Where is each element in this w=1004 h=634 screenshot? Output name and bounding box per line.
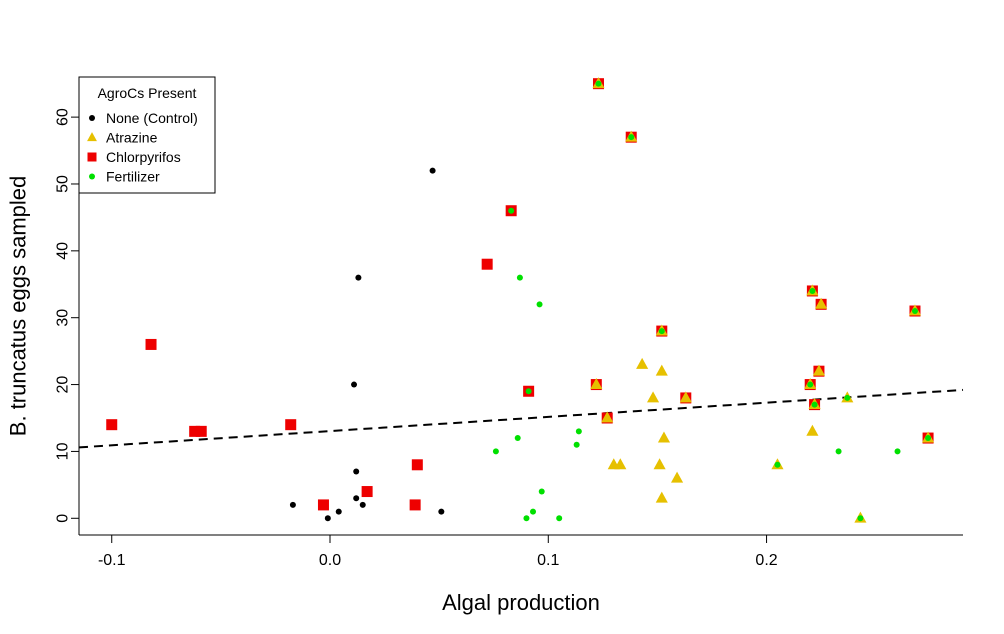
point-atrazine (655, 364, 668, 376)
series-atrazine (590, 77, 935, 523)
point-fertilizer (530, 508, 537, 515)
x-tick-label: 0.2 (755, 552, 777, 569)
point-atrazine (671, 471, 684, 483)
legend-marker-2 (87, 152, 97, 162)
point-fertilizer (573, 441, 580, 448)
y-axis-title: B. truncatus eggs sampled (6, 176, 31, 436)
point-fertilizer (538, 488, 545, 495)
point-fertilizer (516, 274, 523, 281)
series-none-control (289, 167, 445, 522)
legend-marker-3 (89, 173, 95, 180)
point-fertilizer (844, 394, 851, 401)
point-atrazine (653, 458, 666, 470)
legend-label: None (Control) (106, 110, 198, 126)
y-tick-label: 10 (55, 442, 72, 460)
point-atrazine (655, 491, 668, 503)
point-none-control (289, 501, 296, 508)
point-fertilizer (595, 80, 602, 87)
point-fertilizer (911, 308, 918, 315)
trend-line (78, 388, 964, 449)
legend-label: Atrazine (106, 130, 158, 146)
point-fertilizer (508, 207, 515, 214)
point-atrazine (815, 297, 828, 309)
legend-label: Fertilizer (106, 169, 160, 185)
point-fertilizer (525, 388, 532, 395)
point-chlorpyrifos (145, 338, 157, 350)
y-axis-ticks: 0 10 20 30 40 50 60 (55, 108, 79, 523)
x-tick-label: 0.1 (537, 552, 559, 569)
point-none-control (351, 381, 358, 388)
point-fertilizer (774, 461, 781, 468)
point-atrazine (647, 391, 660, 403)
x-axis-title: Algal production (442, 590, 600, 615)
point-fertilizer (807, 381, 814, 388)
y-tick-label: 20 (55, 376, 72, 394)
point-chlorpyrifos (411, 459, 423, 471)
legend-marker-1 (87, 132, 97, 142)
point-chlorpyrifos (361, 486, 373, 498)
point-chlorpyrifos (481, 258, 493, 270)
legend-title: AgroCs Present (98, 85, 197, 101)
point-fertilizer (857, 515, 864, 522)
point-fertilizer (523, 515, 530, 522)
point-atrazine (679, 391, 692, 403)
y-tick-label: 40 (55, 242, 72, 260)
data-points (106, 77, 935, 523)
point-fertilizer (575, 428, 582, 435)
point-atrazine (657, 431, 671, 443)
point-none-control (359, 501, 366, 508)
legend: AgroCs Present None (Control) Atrazine Chl… (78, 76, 216, 194)
point-none-control (353, 468, 360, 475)
point-none-control (335, 508, 342, 515)
legend-entries: None (Control) Atrazine Chlorpyrifos Fertil… (87, 110, 198, 185)
point-chlorpyrifos (285, 419, 297, 431)
x-tick-label: -0.1 (98, 552, 126, 569)
point-atrazine (812, 364, 825, 376)
point-none-control (438, 508, 445, 515)
y-tick-label: 60 (55, 108, 72, 126)
point-chlorpyrifos (195, 425, 207, 437)
legend-marker-0 (89, 115, 95, 121)
point-atrazine (636, 357, 649, 369)
point-chlorpyrifos (409, 499, 421, 511)
series-fertilizer (492, 80, 932, 522)
axes: -0.1 0.0 0.1 0.2 0 10 20 30 40 50 60 (55, 77, 963, 569)
point-none-control (353, 495, 360, 502)
point-fertilizer (809, 287, 816, 294)
point-none-control (429, 167, 436, 174)
point-fertilizer (556, 515, 563, 522)
point-fertilizer (894, 448, 901, 455)
point-fertilizer (536, 301, 543, 308)
point-none-control (324, 515, 331, 522)
point-none-control (355, 274, 362, 281)
point-atrazine (590, 377, 603, 389)
point-chlorpyrifos (317, 499, 329, 511)
y-tick-label: 30 (55, 309, 72, 327)
point-fertilizer (811, 401, 818, 408)
point-atrazine (614, 458, 627, 470)
point-fertilizer (628, 134, 635, 141)
trend-line-group (78, 388, 964, 449)
legend-box (78, 76, 216, 194)
y-tick-label: 50 (55, 175, 72, 193)
point-atrazine (806, 424, 819, 436)
y-tick-label: 0 (55, 514, 72, 523)
point-fertilizer (835, 448, 842, 455)
point-fertilizer (658, 328, 665, 335)
point-fertilizer (514, 435, 521, 442)
point-atrazine (601, 411, 614, 423)
point-chlorpyrifos (106, 419, 118, 431)
point-chlorpyrifos (189, 425, 201, 437)
x-axis-ticks: -0.1 0.0 0.1 0.2 (98, 535, 778, 569)
legend-label: Chlorpyrifos (106, 149, 181, 165)
point-fertilizer (925, 435, 932, 442)
x-tick-label: 0.0 (319, 552, 341, 569)
point-fertilizer (492, 448, 499, 455)
